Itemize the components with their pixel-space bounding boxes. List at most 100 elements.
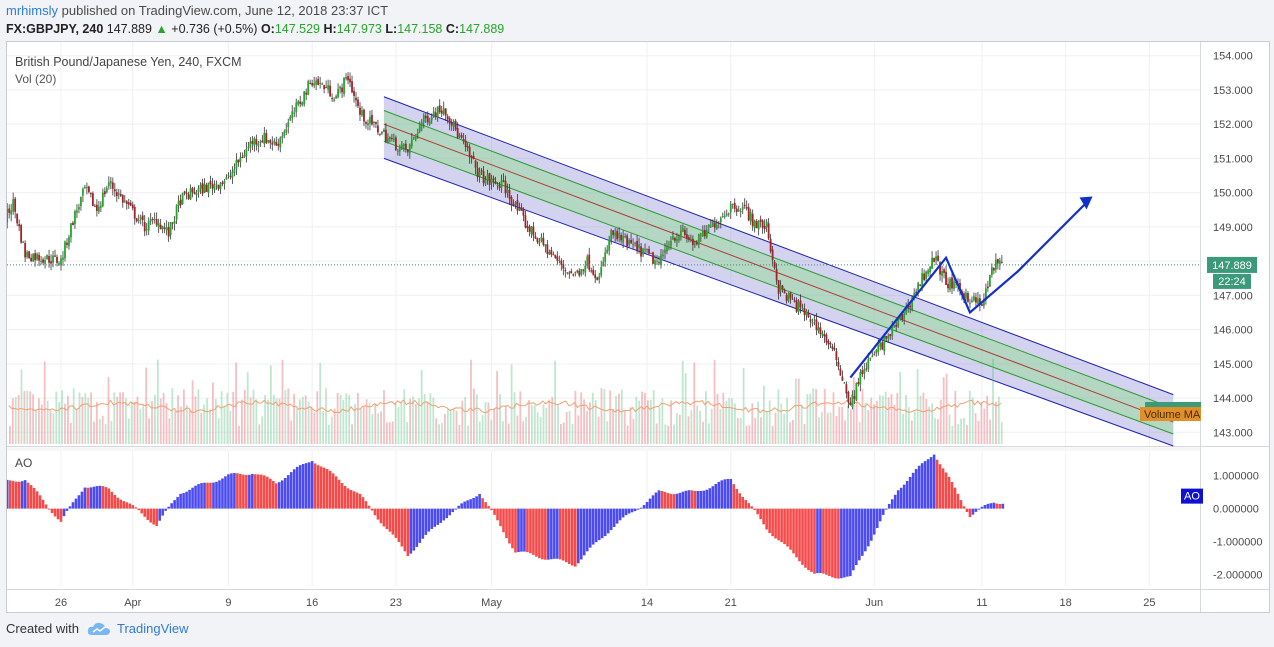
volume-bar: [107, 377, 110, 444]
volume-bar: [272, 394, 275, 444]
candle-body: [789, 292, 792, 299]
tradingview-link[interactable]: TradingView: [116, 621, 189, 636]
candle-body: [127, 202, 130, 205]
ao-bar: [14, 481, 18, 509]
candle-body: [823, 334, 826, 337]
candle-body: [438, 105, 441, 113]
price-tick-label: 147.000: [1213, 290, 1253, 302]
candle-body: [684, 229, 686, 235]
volume-bar: [481, 415, 484, 444]
candle-body: [953, 281, 955, 289]
ao-bar: [292, 469, 296, 509]
candle-body: [574, 272, 577, 274]
volume-bar: [966, 424, 968, 444]
candle-body: [444, 108, 447, 116]
ao-bar: [864, 508, 867, 552]
ao-bar: [579, 508, 583, 560]
published-text: published on TradingView.com, June 12, 2…: [61, 3, 389, 18]
ao-bar: [816, 508, 819, 574]
volume-bar: [928, 406, 931, 444]
volume-bar: [249, 397, 252, 444]
ao-bar: [221, 478, 224, 509]
candle-body: [406, 149, 409, 153]
ao-bar: [568, 508, 571, 564]
volume-bar: [902, 413, 904, 444]
candle-body: [339, 86, 341, 89]
candle-body: [231, 171, 234, 178]
ao-bar: [971, 508, 975, 515]
candle-body: [48, 255, 50, 263]
ao-bar: [373, 508, 377, 516]
volume-bar: [763, 385, 765, 444]
ao-bar: [146, 508, 150, 520]
time-tick-label: 9: [225, 597, 231, 609]
candle-body: [797, 302, 800, 312]
candle-body: [620, 234, 623, 241]
chart-canvas[interactable]: British Pound/Japanese Yen, 240, FXCM Vol…: [7, 42, 1269, 612]
ao-bar: [107, 488, 111, 509]
candle-body: [735, 208, 738, 213]
candle-body: [522, 209, 525, 216]
ao-bar: [140, 508, 144, 514]
candle-body: [981, 304, 983, 306]
candle-body: [536, 237, 539, 243]
change-value: +0.736 (+0.5%): [171, 22, 258, 36]
ao-bar: [197, 484, 200, 509]
candle-body: [129, 202, 132, 206]
ao-bar: [875, 508, 879, 528]
ao-bar: [71, 502, 75, 509]
volume-bar: [690, 410, 693, 444]
candle-body: [636, 240, 638, 251]
ao-bar: [714, 483, 718, 509]
volume-bar: [229, 410, 232, 444]
ao-bar: [277, 482, 281, 509]
ao-bar: [83, 487, 87, 509]
ao-bar: [137, 508, 141, 511]
ao-bar: [11, 481, 15, 509]
ao-bar: [573, 508, 577, 567]
volume-bar: [487, 402, 490, 444]
candle-body: [648, 248, 650, 254]
candle-body: [502, 180, 505, 182]
ao-bar: [729, 478, 733, 509]
candle-body: [498, 185, 501, 189]
volume-bar: [571, 424, 574, 444]
candle-body: [785, 294, 788, 301]
volume-bar: [23, 390, 26, 444]
ao-bar: [430, 508, 434, 529]
ao-bar: [322, 467, 326, 509]
volume-bar: [322, 410, 324, 444]
high-label: H:: [323, 22, 337, 36]
ao-bar: [747, 503, 750, 509]
volume-bar: [81, 397, 84, 444]
ao-bar: [122, 501, 126, 509]
price-tick-label: 151.000: [1213, 153, 1253, 165]
chart-area[interactable]: British Pound/Japanese Yen, 240, FXCM Vol…: [6, 41, 1270, 613]
candle-body: [60, 258, 62, 265]
candle-body: [426, 116, 429, 123]
candle-body: [893, 325, 896, 327]
ao-bar: [44, 504, 48, 509]
candle-body: [253, 138, 256, 146]
volume-bar: [864, 402, 867, 444]
candle-body: [78, 207, 80, 210]
ao-bar: [331, 473, 335, 509]
candle-body: [947, 283, 949, 289]
candle-body: [614, 232, 617, 236]
volume-bar: [420, 370, 423, 444]
volume-bar: [412, 396, 414, 444]
candle-body: [68, 237, 70, 246]
ao-bar: [361, 497, 365, 509]
volume-bar: [403, 389, 406, 444]
candle-body: [333, 99, 335, 101]
candle-body: [377, 125, 379, 133]
ao-bar: [47, 508, 51, 510]
volume-bar: [876, 400, 878, 444]
ao-tick-label: -2.000000: [1213, 569, 1263, 581]
ao-bar: [887, 503, 891, 509]
ao-bar: [433, 508, 437, 527]
author-link[interactable]: mrhimsly: [6, 3, 58, 18]
candle-body: [727, 213, 730, 215]
price-tick-label: 146.000: [1213, 325, 1253, 337]
ao-bar: [454, 508, 457, 510]
